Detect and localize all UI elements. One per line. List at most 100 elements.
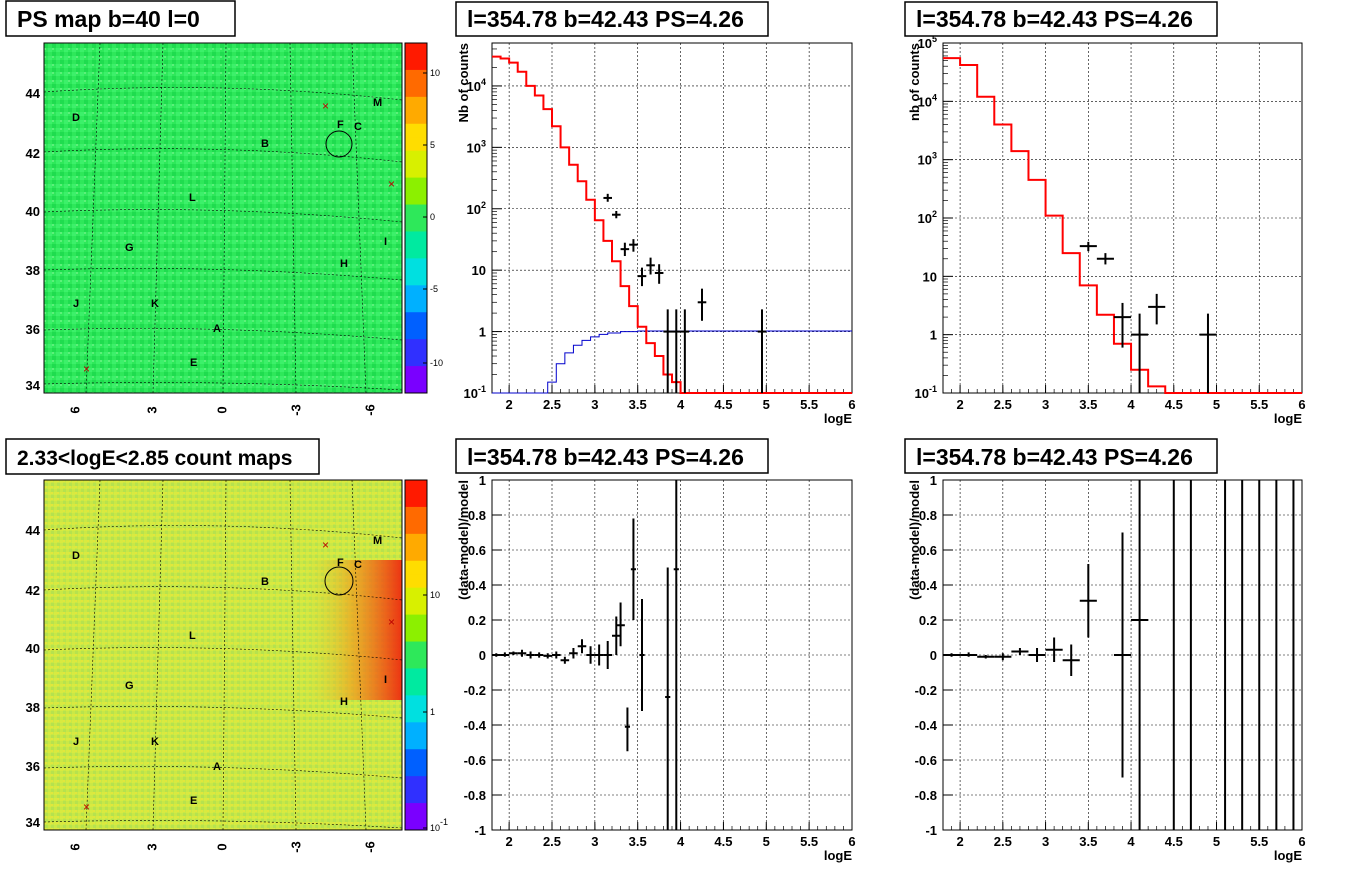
colorbar-cell bbox=[405, 641, 427, 656]
colorbar-cell bbox=[405, 123, 427, 138]
data-point bbox=[616, 602, 625, 647]
colorbar-cell bbox=[405, 150, 427, 165]
data-point bbox=[1131, 313, 1149, 393]
colorbar-cell bbox=[405, 560, 427, 575]
data-point bbox=[1079, 241, 1097, 252]
source-label: E bbox=[190, 357, 197, 369]
colorbar-cell bbox=[405, 56, 427, 71]
map-x-tick-label: 0 bbox=[214, 843, 229, 850]
map-y-tick-label: 40 bbox=[26, 204, 40, 219]
x-tick-label: 3 bbox=[591, 397, 598, 412]
source-label: A bbox=[213, 761, 221, 773]
y-tick-label: -1 bbox=[925, 823, 937, 838]
map-title-box: PS map b=40 l=0 bbox=[5, 0, 236, 37]
x-tick-label: 3 bbox=[1042, 397, 1049, 412]
y-tick-label: 10-1 bbox=[915, 384, 937, 401]
y-tick-label: 0.6 bbox=[468, 543, 486, 558]
source-label: K bbox=[151, 736, 159, 748]
colorbar-cell bbox=[405, 204, 427, 219]
x-tick-label: 2.5 bbox=[543, 397, 561, 412]
chart-title: l=354.78 b=42.43 PS=4.26 bbox=[467, 6, 744, 32]
colorbar-cell bbox=[405, 177, 427, 192]
source-label: B bbox=[261, 138, 269, 150]
y-tick-label: 102 bbox=[918, 209, 937, 226]
data-point bbox=[586, 646, 595, 664]
map-y-tick-label: 34 bbox=[26, 815, 41, 830]
y-tick-label: 0 bbox=[930, 648, 937, 663]
colorbar-cell bbox=[405, 218, 427, 232]
data-point bbox=[680, 309, 690, 393]
colorbar-cell bbox=[405, 762, 427, 777]
y-tick-label: -0.4 bbox=[915, 718, 938, 733]
x-tick-label: 4 bbox=[677, 397, 685, 412]
map-y-tick-label: 36 bbox=[26, 759, 40, 774]
colorbar-cell bbox=[405, 285, 427, 300]
data-point bbox=[663, 309, 672, 393]
data-point bbox=[757, 309, 767, 393]
residual-chart-2: l=354.78 b=42.43 PS=4.26 2 2.5 3 3.5 4 4.5 5 5.5… bbox=[904, 438, 1306, 863]
data-point bbox=[1148, 293, 1166, 325]
data-point bbox=[1028, 648, 1046, 662]
source-label: L bbox=[189, 630, 196, 642]
x-tick-label: 4.5 bbox=[714, 834, 732, 849]
colorbar-cell bbox=[405, 587, 427, 602]
chart-title: l=354.78 b=42.43 PS=4.26 bbox=[916, 444, 1193, 470]
data-point bbox=[1079, 564, 1097, 638]
source-circle bbox=[324, 566, 354, 596]
ps-map-panel: PS map b=40 l=0 D B F C M L G I H bbox=[5, 0, 443, 416]
y-tick-label: 0.4 bbox=[919, 578, 938, 593]
x-tick-label: 5.5 bbox=[1250, 397, 1268, 412]
source-label: I bbox=[384, 674, 387, 686]
x-tick-label: 2.5 bbox=[543, 834, 561, 849]
colorbar-cell bbox=[405, 258, 427, 273]
x-tick-label: 3.5 bbox=[1079, 397, 1097, 412]
map-x-tick-label: 0 bbox=[214, 406, 229, 413]
y-tick-label: 0.2 bbox=[468, 613, 486, 628]
data-point bbox=[654, 264, 664, 284]
x-tick-label: 2 bbox=[506, 834, 513, 849]
colorbar-cell bbox=[405, 708, 427, 723]
map-x-tick-label: 6 bbox=[67, 843, 82, 850]
map-colorbar: 10 5 0 -5 -10 bbox=[404, 42, 443, 394]
source-label: J bbox=[73, 736, 79, 748]
map-y-tick-label: 42 bbox=[26, 583, 40, 598]
map-y-tick-label: 36 bbox=[26, 322, 40, 337]
colorbar-cell bbox=[405, 722, 427, 737]
map-source-markers: D B F C M L G I H J K A E × × × bbox=[72, 535, 395, 814]
colorbar-cell bbox=[405, 803, 427, 818]
source-label: I bbox=[384, 236, 387, 248]
x-tick-label: 3.5 bbox=[1079, 834, 1097, 849]
x-tick-label: 2.5 bbox=[994, 834, 1012, 849]
data-point bbox=[517, 649, 527, 657]
cross-marker-icon: × bbox=[322, 538, 329, 552]
map-x-tick-label: 3 bbox=[144, 406, 159, 413]
colorbar-cell bbox=[405, 298, 427, 313]
colorbar-cell bbox=[405, 83, 427, 98]
map-y-tick-label: 40 bbox=[26, 641, 40, 656]
x-tick-label: 3 bbox=[1042, 834, 1049, 849]
colorbar-tick-label: 1 bbox=[430, 707, 435, 717]
source-label: C bbox=[354, 121, 362, 133]
data-point bbox=[1096, 253, 1114, 265]
y-tick-label: 0.8 bbox=[919, 508, 937, 523]
colorbar-cell bbox=[405, 681, 427, 696]
source-label: M bbox=[373, 535, 382, 547]
cross-marker-icon: × bbox=[83, 800, 90, 814]
colorbar-tick-label: 10-1 bbox=[430, 817, 448, 833]
x-tick-label: 6 bbox=[1298, 834, 1305, 849]
colorbar-cell bbox=[405, 520, 427, 535]
colorbar-cell bbox=[405, 547, 427, 562]
y-tick-label: -0.6 bbox=[915, 753, 937, 768]
data-point bbox=[1113, 532, 1132, 778]
x-tick-label: 5 bbox=[1213, 397, 1220, 412]
y-axis-label: Nb of counts bbox=[456, 43, 471, 122]
data-point bbox=[630, 518, 636, 620]
x-tick-label: 3.5 bbox=[629, 397, 647, 412]
colorbar-cell bbox=[405, 312, 427, 327]
spectrum-chart-1: l=354.78 b=42.43 PS=4.26 2 2.5 3 3.5 4 4.5 5 5.5… bbox=[455, 1, 856, 426]
x-tick-label: 4 bbox=[1127, 397, 1135, 412]
source-label: G bbox=[125, 242, 134, 254]
cross-marker-icon: × bbox=[83, 362, 90, 376]
y-tick-label: 1 bbox=[479, 473, 486, 488]
chart-title-frame bbox=[455, 438, 769, 474]
